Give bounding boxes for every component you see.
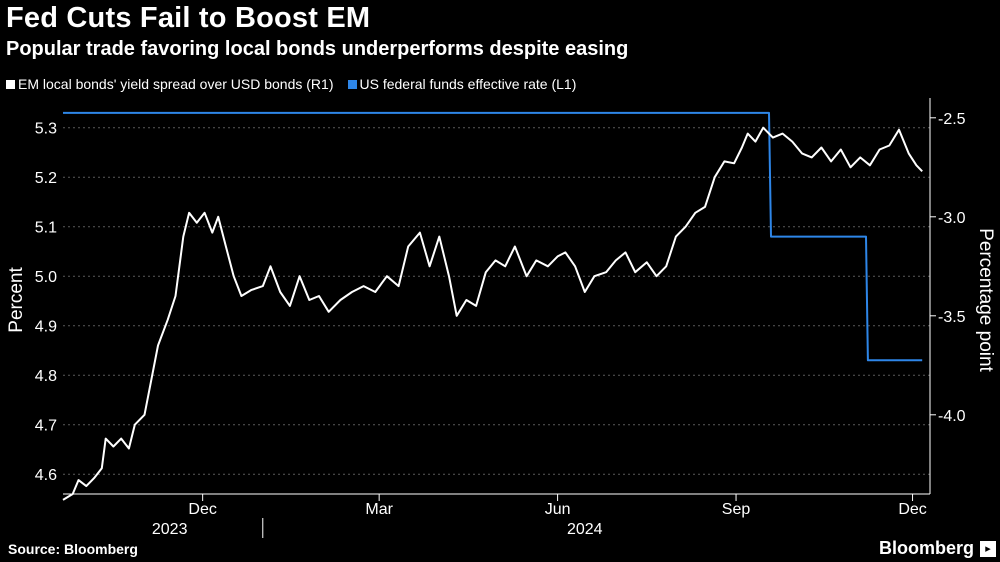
x-tick-label: Jun (545, 501, 571, 518)
axes (63, 98, 931, 495)
legend-swatch-white (6, 79, 15, 89)
series-group (62, 111, 923, 501)
right-axis-title: Percentage point (975, 228, 996, 372)
x-tick-label: Dec (898, 501, 926, 518)
brand-logo: Bloomberg ▸ (879, 538, 996, 559)
grid-lines (63, 127, 930, 475)
legend-item-fed-rate: US federal funds effective rate (L1) (347, 76, 577, 92)
left-tick-label: 4.7 (35, 418, 57, 435)
left-axis-title: Percent (6, 267, 27, 333)
brand-name: Bloomberg (878, 538, 974, 558)
left-tick-label: 4.9 (35, 319, 57, 336)
right-tick-label: -3.0 (938, 210, 966, 227)
year-label: 2024 (567, 521, 603, 538)
tick-labels: 5.3 5.2 5.1 5.0 4.9 4.8 4.7 4.6 -2.5 -3.0 -3.5 -4.0… (35, 111, 966, 538)
right-tick-label: -2.5 (938, 111, 966, 128)
source-note: Source: Bloomberg (8, 541, 138, 557)
em-spread-line (62, 126, 923, 501)
x-tick-label: Mar (365, 501, 393, 518)
bloomberg-terminal-icon: ▸ (980, 540, 996, 557)
fed-funds-rate-line (63, 111, 923, 362)
left-tick-label: 4.8 (35, 368, 57, 385)
left-tick-label: 5.1 (35, 220, 57, 237)
legend: EM local bonds' yield spread over USD bo… (6, 76, 576, 92)
x-tick-label: Dec (188, 501, 216, 518)
chart-title: Fed Cuts Fail to Boost EM (6, 2, 371, 34)
right-tick-label: -3.5 (938, 309, 966, 326)
legend-swatch-blue (347, 79, 357, 89)
legend-label-fed-rate: US federal funds effective rate (L1) (359, 76, 577, 92)
left-tick-label: 4.6 (35, 467, 57, 484)
left-tick-label: 5.2 (35, 170, 57, 187)
chart-subtitle: Popular trade favoring local bonds under… (6, 38, 629, 60)
legend-item-spread: EM local bonds' yield spread over USD bo… (6, 76, 334, 92)
year-label: 2023 (152, 521, 188, 538)
legend-label-spread: EM local bonds' yield spread over USD bo… (18, 76, 334, 92)
x-tick-label: Sep (722, 501, 751, 518)
left-tick-label: 5.3 (35, 121, 57, 138)
left-tick-label: 5.0 (35, 269, 57, 286)
right-tick-label: -4.0 (938, 408, 966, 425)
